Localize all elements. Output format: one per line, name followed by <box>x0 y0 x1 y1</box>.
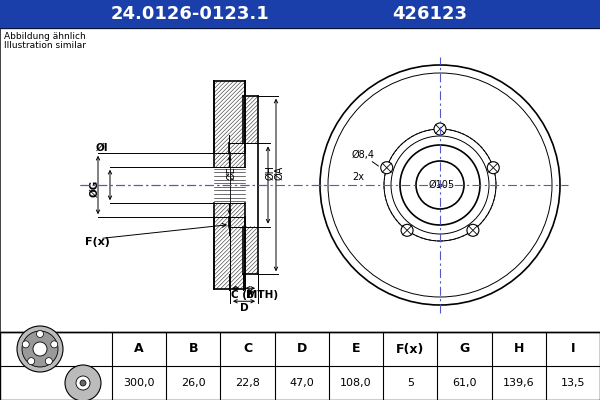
Text: D: D <box>296 342 307 356</box>
Circle shape <box>37 330 44 338</box>
Circle shape <box>467 224 479 236</box>
Text: C: C <box>243 342 252 356</box>
Circle shape <box>22 331 58 367</box>
Bar <box>0 28 600 332</box>
Text: D: D <box>240 303 248 313</box>
Circle shape <box>28 358 35 365</box>
Circle shape <box>22 341 29 348</box>
Text: Abbildung ähnlich: Abbildung ähnlich <box>4 32 86 41</box>
Text: 22,8: 22,8 <box>235 378 260 388</box>
Text: Ø8,4: Ø8,4 <box>352 150 375 160</box>
Text: H: H <box>514 342 524 356</box>
Circle shape <box>33 342 47 356</box>
Circle shape <box>434 123 446 135</box>
Circle shape <box>487 162 499 174</box>
Text: ØG: ØG <box>90 180 100 197</box>
Text: G: G <box>460 342 470 356</box>
Text: Illustration similar: Illustration similar <box>4 41 86 50</box>
Text: 300,0: 300,0 <box>124 378 155 388</box>
Circle shape <box>46 358 52 365</box>
Text: ØE: ØE <box>226 166 236 180</box>
Bar <box>214 203 245 289</box>
Circle shape <box>65 365 101 400</box>
Bar <box>0 0 600 28</box>
Circle shape <box>76 376 90 390</box>
Bar <box>242 96 258 144</box>
Text: 108,0: 108,0 <box>340 378 372 388</box>
Text: B: B <box>188 342 198 356</box>
Bar <box>229 167 230 203</box>
Text: Ø105: Ø105 <box>429 180 455 190</box>
Text: F(x): F(x) <box>396 342 424 356</box>
Text: ØH: ØH <box>265 165 275 180</box>
Circle shape <box>401 224 413 236</box>
Bar <box>229 144 242 153</box>
Circle shape <box>80 380 86 386</box>
Text: 426123: 426123 <box>392 5 467 23</box>
Bar <box>214 81 245 167</box>
Bar <box>229 203 230 217</box>
Bar <box>229 153 230 167</box>
Text: 26,0: 26,0 <box>181 378 206 388</box>
Text: 2x: 2x <box>352 160 364 182</box>
Text: A: A <box>134 342 144 356</box>
Text: B: B <box>246 290 254 300</box>
Text: C (MTH): C (MTH) <box>231 290 278 300</box>
Text: 13,5: 13,5 <box>560 378 585 388</box>
Bar <box>229 217 242 226</box>
Text: ØA: ØA <box>274 166 284 180</box>
Bar <box>0 332 600 400</box>
Text: 5: 5 <box>407 378 414 388</box>
Text: 47,0: 47,0 <box>289 378 314 388</box>
Circle shape <box>381 162 393 174</box>
Text: F(x): F(x) <box>85 236 110 246</box>
Bar <box>229 167 230 203</box>
Text: E: E <box>352 342 360 356</box>
Circle shape <box>51 341 58 348</box>
Text: ØI: ØI <box>95 143 108 153</box>
Text: 61,0: 61,0 <box>452 378 476 388</box>
Text: I: I <box>571 342 575 356</box>
Bar <box>242 226 258 274</box>
Circle shape <box>17 326 63 372</box>
Text: 24.0126-0123.1: 24.0126-0123.1 <box>110 5 269 23</box>
Text: 139,6: 139,6 <box>503 378 535 388</box>
